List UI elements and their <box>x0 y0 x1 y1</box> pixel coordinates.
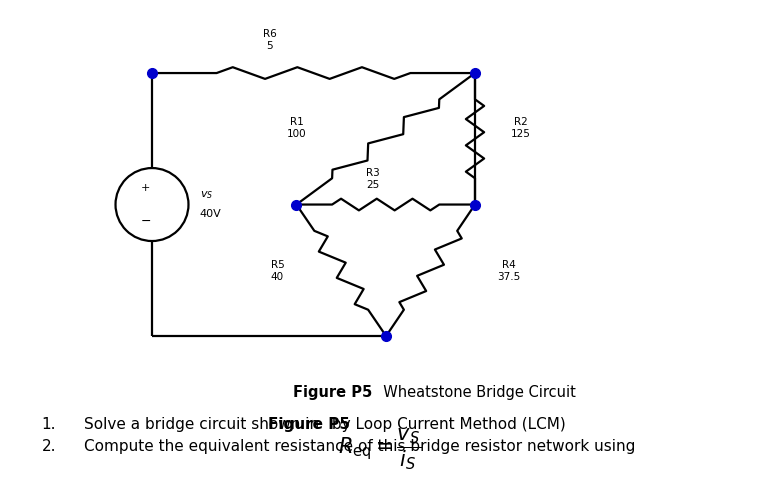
Text: $v_S$: $v_S$ <box>200 189 213 201</box>
Text: R2: R2 <box>514 116 527 127</box>
Text: 5: 5 <box>267 41 273 51</box>
Text: 37.5: 37.5 <box>498 272 521 282</box>
Text: 2.: 2. <box>42 439 56 454</box>
Text: 100: 100 <box>287 129 306 139</box>
Text: Figure P5: Figure P5 <box>268 417 350 432</box>
Text: 125: 125 <box>511 129 530 139</box>
Text: 25: 25 <box>366 180 379 190</box>
Text: R3: R3 <box>366 168 379 178</box>
Text: Wheatstone Bridge Circuit: Wheatstone Bridge Circuit <box>374 385 576 399</box>
Text: by Loop Current Method (LCM): by Loop Current Method (LCM) <box>327 417 565 432</box>
Text: 40: 40 <box>271 272 284 282</box>
Text: +: + <box>141 183 150 193</box>
Text: 40V: 40V <box>200 209 222 219</box>
Text: $R_{\mathrm{eq}} = \dfrac{v_S}{i_S}$: $R_{\mathrm{eq}} = \dfrac{v_S}{i_S}$ <box>338 427 422 472</box>
Text: R4: R4 <box>502 260 516 270</box>
Text: R5: R5 <box>271 260 284 270</box>
Text: Solve a bridge circuit shown in: Solve a bridge circuit shown in <box>84 417 324 432</box>
Text: −: − <box>141 214 151 227</box>
Text: R6: R6 <box>263 29 277 39</box>
Text: R1: R1 <box>290 116 303 127</box>
Text: Figure P5: Figure P5 <box>293 385 372 399</box>
Text: Compute the equivalent resistance of this bridge resistor network using: Compute the equivalent resistance of thi… <box>84 439 635 454</box>
Text: 1.: 1. <box>42 417 56 432</box>
